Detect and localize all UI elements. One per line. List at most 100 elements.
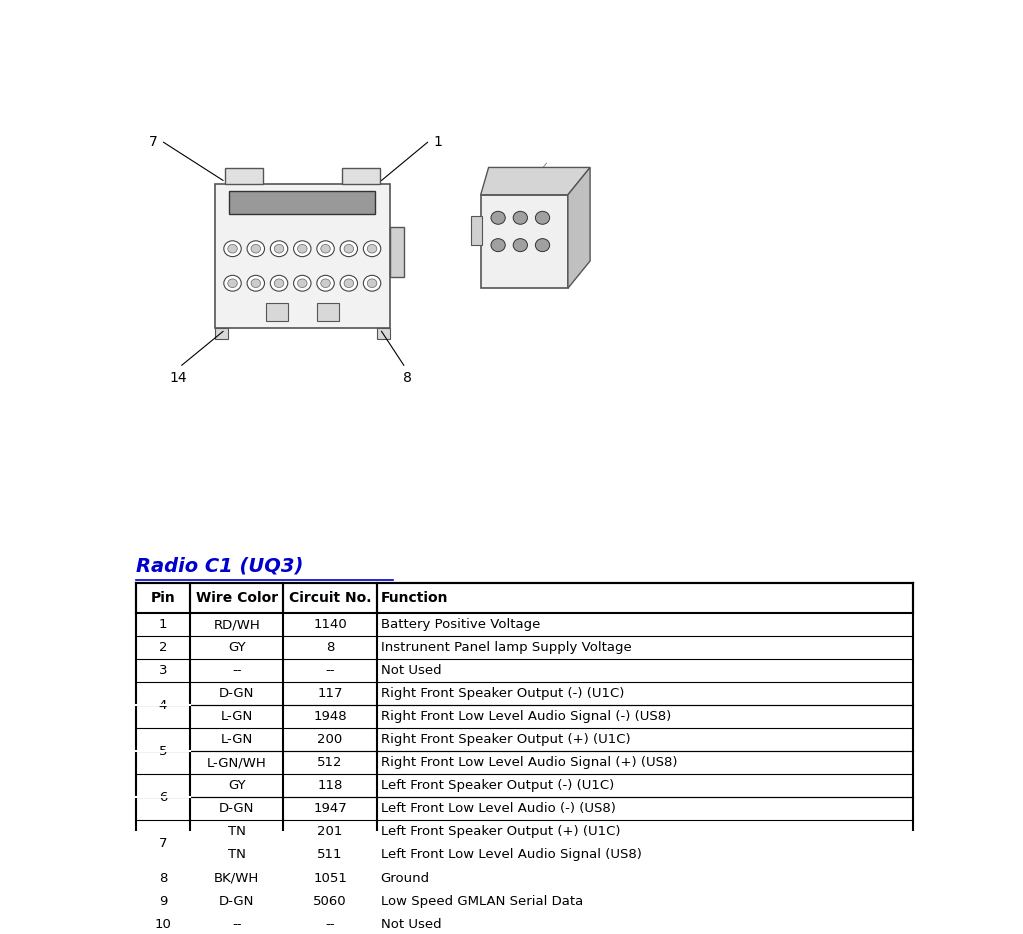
Circle shape <box>270 241 287 257</box>
Circle shape <box>321 245 330 253</box>
Bar <box>316 303 339 321</box>
Text: Ground: Ground <box>381 871 430 884</box>
Text: 1947: 1947 <box>313 802 347 815</box>
Circle shape <box>298 245 307 253</box>
Text: Instrunent Panel lamp Supply Voltage: Instrunent Panel lamp Supply Voltage <box>381 642 631 655</box>
Circle shape <box>298 279 307 288</box>
Text: TN: TN <box>228 826 246 839</box>
Text: 512: 512 <box>317 757 343 770</box>
Circle shape <box>514 239 528 251</box>
Circle shape <box>224 276 241 291</box>
Text: TN: TN <box>228 848 246 861</box>
Text: RD/WH: RD/WH <box>214 618 260 631</box>
Circle shape <box>251 279 261 288</box>
Text: L-GN: L-GN <box>221 733 253 746</box>
Text: GY: GY <box>228 780 246 792</box>
Text: 7: 7 <box>159 837 167 850</box>
Text: --: -- <box>325 664 335 677</box>
Bar <box>229 191 375 214</box>
Circle shape <box>274 245 283 253</box>
Bar <box>215 184 390 328</box>
Text: Right Front Speaker Output (+) (U1C): Right Front Speaker Output (+) (U1C) <box>381 733 630 746</box>
Text: 1948: 1948 <box>313 711 347 724</box>
Text: 9: 9 <box>159 895 167 908</box>
Circle shape <box>270 276 287 291</box>
Circle shape <box>321 279 330 288</box>
Text: Pin: Pin <box>150 591 175 605</box>
Circle shape <box>491 211 505 224</box>
Text: Battery Positive Voltage: Battery Positive Voltage <box>381 618 540 631</box>
Circle shape <box>251 245 261 253</box>
Circle shape <box>248 276 265 291</box>
Text: --: -- <box>325 917 335 930</box>
Circle shape <box>317 241 335 257</box>
Circle shape <box>367 279 376 288</box>
Circle shape <box>294 276 311 291</box>
Bar <box>390 227 404 277</box>
Text: L-GN: L-GN <box>221 711 253 724</box>
Circle shape <box>363 241 381 257</box>
Bar <box>472 217 482 245</box>
Bar <box>342 168 380 184</box>
Circle shape <box>535 211 549 224</box>
Circle shape <box>317 276 335 291</box>
Text: GY: GY <box>228 642 246 655</box>
Circle shape <box>228 279 237 288</box>
Bar <box>481 195 568 289</box>
Text: Right Front Low Level Audio Signal (-) (US8): Right Front Low Level Audio Signal (-) (… <box>381 711 671 724</box>
Text: 118: 118 <box>317 780 343 792</box>
Circle shape <box>228 245 237 253</box>
Text: 1: 1 <box>159 618 167 631</box>
Text: 10: 10 <box>154 917 172 930</box>
Circle shape <box>340 276 357 291</box>
Text: 4: 4 <box>159 699 167 712</box>
Text: 7: 7 <box>148 135 158 149</box>
Text: Left Front Low Level Audio (-) (US8): Left Front Low Level Audio (-) (US8) <box>381 802 616 815</box>
Circle shape <box>294 241 311 257</box>
Circle shape <box>363 276 381 291</box>
Text: 8: 8 <box>403 371 412 385</box>
Text: 3: 3 <box>159 664 167 677</box>
Circle shape <box>340 241 357 257</box>
Circle shape <box>248 241 265 257</box>
Text: 200: 200 <box>317 733 343 746</box>
Text: L-GN/WH: L-GN/WH <box>207 757 267 770</box>
Circle shape <box>274 279 283 288</box>
Bar <box>225 168 263 184</box>
Circle shape <box>344 245 354 253</box>
Text: 1140: 1140 <box>313 618 347 631</box>
Circle shape <box>224 241 241 257</box>
Text: Not Used: Not Used <box>381 664 441 677</box>
Text: D-GN: D-GN <box>219 895 255 908</box>
Text: 117: 117 <box>317 687 343 700</box>
Text: D-GN: D-GN <box>219 687 255 700</box>
Text: Left Front Speaker Output (-) (U1C): Left Front Speaker Output (-) (U1C) <box>381 780 614 792</box>
Text: 201: 201 <box>317 826 343 839</box>
Text: Function: Function <box>381 591 448 605</box>
Text: D-GN: D-GN <box>219 802 255 815</box>
Text: BK/WH: BK/WH <box>214 871 260 884</box>
Text: Circuit No.: Circuit No. <box>288 591 371 605</box>
Bar <box>266 303 288 321</box>
Circle shape <box>367 245 376 253</box>
Text: --: -- <box>232 917 241 930</box>
Text: 14: 14 <box>169 371 186 385</box>
Bar <box>215 328 228 339</box>
Text: Left Front Speaker Output (+) (U1C): Left Front Speaker Output (+) (U1C) <box>381 826 620 839</box>
Circle shape <box>344 279 354 288</box>
Text: 6: 6 <box>159 791 167 804</box>
Text: 511: 511 <box>317 848 343 861</box>
Text: Left Front Low Level Audio Signal (US8): Left Front Low Level Audio Signal (US8) <box>381 848 641 861</box>
Text: Radio C1 (UQ3): Radio C1 (UQ3) <box>136 557 303 576</box>
Bar <box>376 328 390 339</box>
Text: 1051: 1051 <box>313 871 347 884</box>
Text: 8: 8 <box>326 642 335 655</box>
Text: 5060: 5060 <box>313 895 347 908</box>
Circle shape <box>514 211 528 224</box>
Polygon shape <box>481 167 590 195</box>
Text: Wire Color: Wire Color <box>195 591 278 605</box>
Text: Right Front Low Level Audio Signal (+) (US8): Right Front Low Level Audio Signal (+) (… <box>381 757 677 770</box>
Text: 2: 2 <box>159 642 167 655</box>
Circle shape <box>535 239 549 251</box>
Text: Right Front Speaker Output (-) (U1C): Right Front Speaker Output (-) (U1C) <box>381 687 624 700</box>
